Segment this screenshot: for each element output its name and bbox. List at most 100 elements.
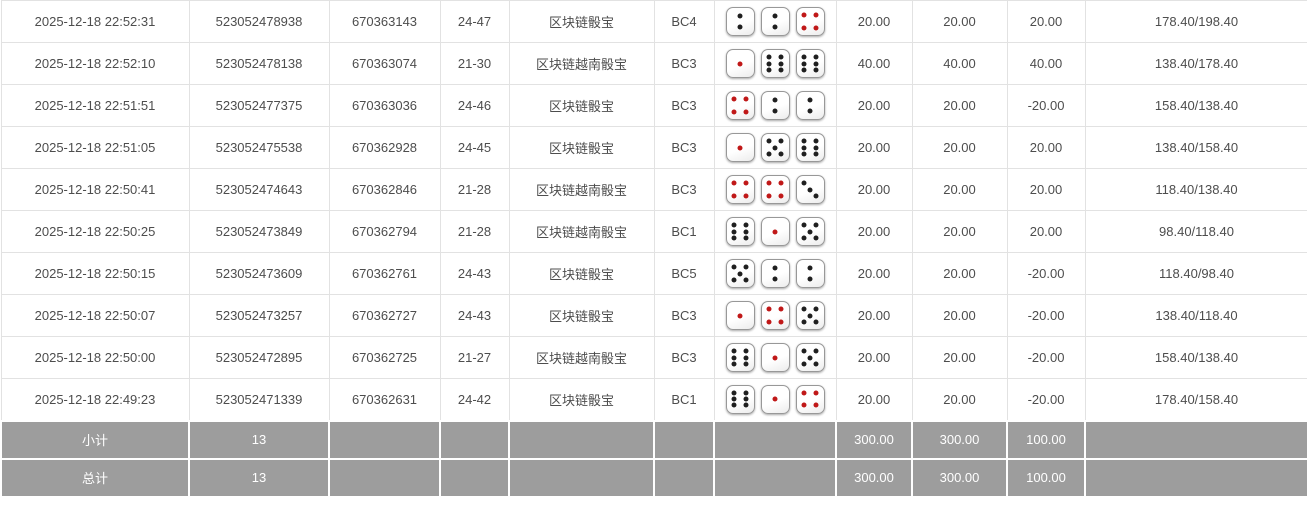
dice-result-icons	[717, 259, 834, 288]
dice-result-icons	[717, 175, 834, 204]
total-count: 13	[188, 457, 330, 498]
total-row: 总计 13 300.00 300.00 100.00	[0, 457, 1307, 498]
die-6-icon	[725, 217, 755, 246]
subtotal-label: 小计	[0, 419, 190, 460]
cell-game-name: 区块链骰宝	[508, 294, 655, 337]
cell-win-loss: -20.00	[1006, 336, 1086, 379]
dice-result-icons	[717, 301, 834, 330]
cell-balance: 138.40/158.40	[1084, 126, 1307, 169]
cell-bet-id: 523052473609	[188, 252, 330, 295]
total-bet-amount: 300.00	[835, 457, 913, 498]
cell-win-loss: 20.00	[1006, 126, 1086, 169]
cell-dice-result	[713, 252, 837, 295]
cell-win-loss: -20.00	[1006, 378, 1086, 421]
cell-bet-id: 523052471339	[188, 378, 330, 421]
total-empty-dice	[713, 457, 837, 498]
cell-bet-id: 523052475538	[188, 126, 330, 169]
die-6-icon	[725, 343, 755, 372]
cell-valid-amount: 20.00	[911, 168, 1008, 211]
die-2-icon	[760, 91, 790, 120]
cell-balance: 178.40/198.40	[1084, 0, 1307, 43]
cell-bet-time: 2025-12-18 22:52:31	[0, 0, 190, 43]
table-row: 2025-12-18 22:50:07 523052473257 670362727…	[0, 294, 1307, 337]
die-1-icon	[760, 343, 790, 372]
cell-period: 24-43	[439, 252, 510, 295]
cell-bet-amount-link[interactable]: 20.00	[835, 168, 913, 211]
cell-bet-amount-link[interactable]: 20.00	[835, 294, 913, 337]
cell-table-code: BC3	[653, 42, 715, 85]
total-empty-game	[508, 457, 655, 498]
dice-result-icons	[717, 49, 834, 78]
cell-bet-amount-link[interactable]: 20.00	[835, 378, 913, 421]
cell-bet-time: 2025-12-18 22:50:00	[0, 336, 190, 379]
die-5-icon	[795, 343, 825, 372]
cell-round-id: 670363143	[328, 0, 441, 43]
cell-balance: 138.40/118.40	[1084, 294, 1307, 337]
cell-table-code: BC3	[653, 84, 715, 127]
cell-dice-result	[713, 210, 837, 253]
cell-table-code: BC1	[653, 210, 715, 253]
die-3-icon	[795, 175, 825, 204]
cell-bet-id: 523052472895	[188, 336, 330, 379]
cell-bet-id: 523052478138	[188, 42, 330, 85]
die-4-icon	[795, 384, 825, 414]
die-4-icon	[725, 175, 755, 204]
die-2-icon	[760, 259, 790, 288]
cell-bet-time: 2025-12-18 22:50:41	[0, 168, 190, 211]
table-row: 2025-12-18 22:50:15 523052473609 670362761…	[0, 252, 1307, 295]
cell-bet-amount-link[interactable]: 20.00	[835, 210, 913, 253]
die-1-icon	[725, 301, 755, 330]
cell-game-name: 区块链越南骰宝	[508, 168, 655, 211]
cell-dice-result	[713, 168, 837, 211]
cell-dice-result	[713, 0, 837, 43]
cell-bet-time: 2025-12-18 22:49:23	[0, 378, 190, 421]
cell-period: 24-47	[439, 0, 510, 43]
cell-valid-amount: 40.00	[911, 42, 1008, 85]
cell-valid-amount: 20.00	[911, 0, 1008, 43]
die-5-icon	[725, 259, 755, 288]
cell-bet-amount-link[interactable]: 20.00	[835, 0, 913, 43]
cell-period: 24-43	[439, 294, 510, 337]
dice-result-icons	[717, 133, 834, 162]
cell-table-code: BC1	[653, 378, 715, 421]
table-row: 2025-12-18 22:51:05 523052475538 670362928…	[0, 126, 1307, 169]
table-row: 2025-12-18 22:49:23 523052471339 670362631…	[0, 378, 1307, 421]
cell-bet-amount-link[interactable]: 20.00	[835, 336, 913, 379]
subtotal-empty-period	[439, 419, 510, 460]
die-6-icon	[795, 133, 825, 162]
cell-bet-amount-link[interactable]: 20.00	[835, 126, 913, 169]
cell-bet-amount-link[interactable]: 20.00	[835, 84, 913, 127]
cell-bet-id: 523052474643	[188, 168, 330, 211]
cell-bet-id: 523052473849	[188, 210, 330, 253]
die-1-icon	[725, 133, 755, 162]
die-1-icon	[725, 49, 755, 78]
total-empty-balance	[1084, 457, 1307, 498]
cell-period: 24-42	[439, 378, 510, 421]
cell-bet-id: 523052473257	[188, 294, 330, 337]
table-row: 2025-12-18 22:50:41 523052474643 670362846…	[0, 168, 1307, 211]
subtotal-valid-amount: 300.00	[911, 419, 1008, 460]
cell-balance: 118.40/138.40	[1084, 168, 1307, 211]
cell-win-loss: 20.00	[1006, 210, 1086, 253]
cell-round-id: 670362928	[328, 126, 441, 169]
subtotal-empty-dice	[713, 419, 837, 460]
cell-period: 24-45	[439, 126, 510, 169]
cell-valid-amount: 20.00	[911, 210, 1008, 253]
cell-bet-amount-link[interactable]: 40.00	[835, 42, 913, 85]
cell-balance: 138.40/178.40	[1084, 42, 1307, 85]
cell-win-loss: -20.00	[1006, 84, 1086, 127]
cell-bet-amount-link[interactable]: 20.00	[835, 252, 913, 295]
cell-win-loss: 20.00	[1006, 168, 1086, 211]
cell-win-loss: 40.00	[1006, 42, 1086, 85]
die-1-icon	[760, 217, 790, 246]
table-row: 2025-12-18 22:50:25 523052473849 670362794…	[0, 210, 1307, 253]
cell-round-id: 670363036	[328, 84, 441, 127]
cell-valid-amount: 20.00	[911, 378, 1008, 421]
die-5-icon	[760, 133, 790, 162]
dice-result-icons	[717, 91, 834, 120]
cell-balance: 118.40/98.40	[1084, 252, 1307, 295]
cell-game-name: 区块链骰宝	[508, 252, 655, 295]
cell-table-code: BC3	[653, 336, 715, 379]
cell-win-loss: -20.00	[1006, 252, 1086, 295]
